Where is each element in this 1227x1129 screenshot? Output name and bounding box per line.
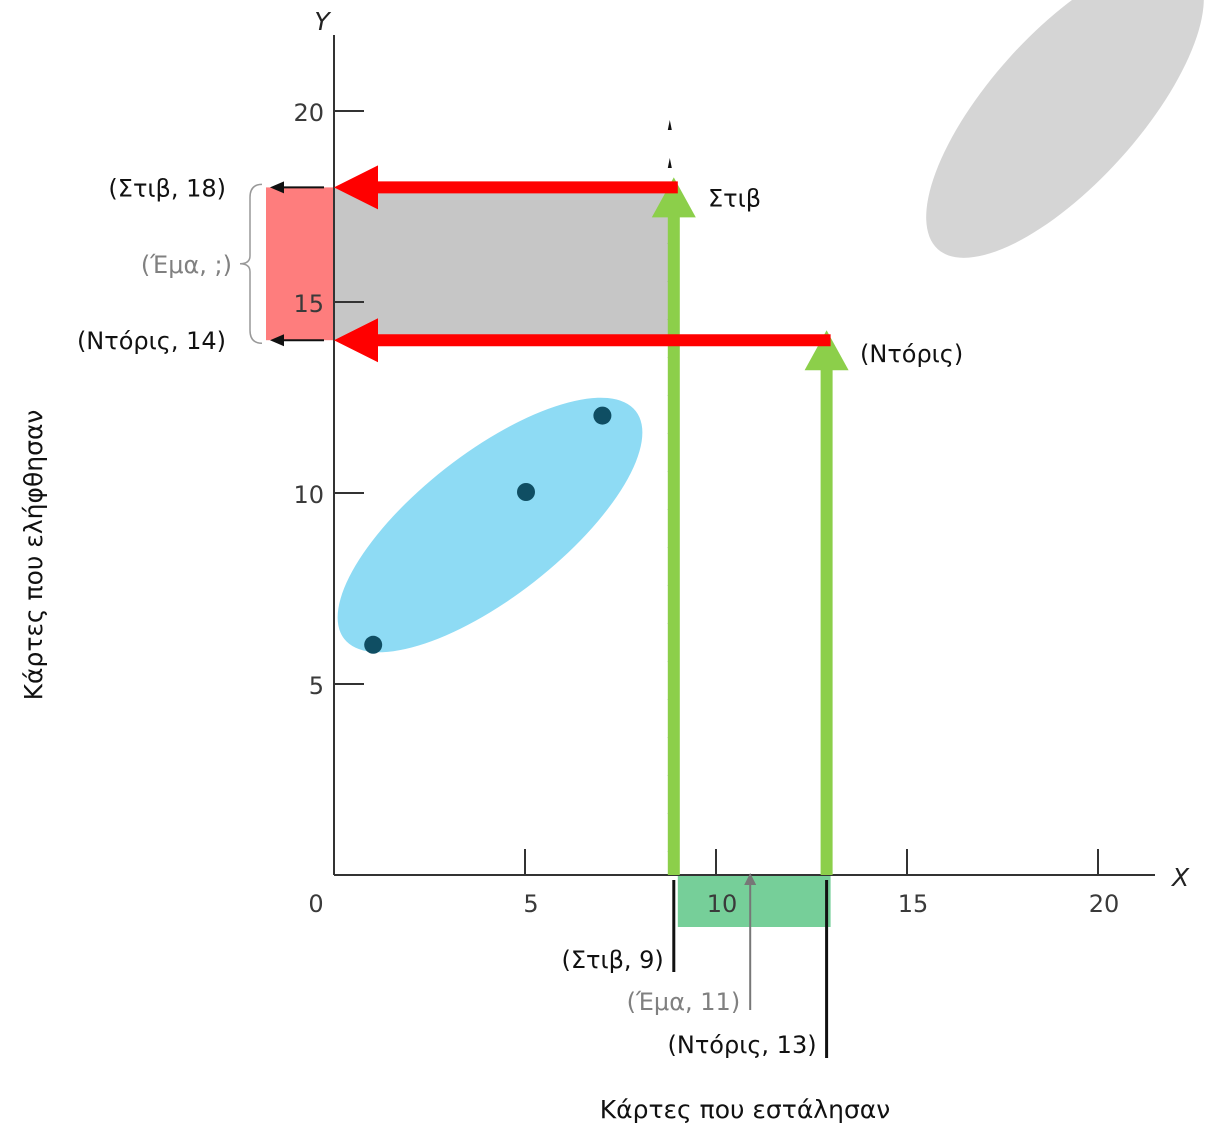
emma-brace xyxy=(239,183,263,344)
range-band-gray xyxy=(334,187,678,341)
x-axis-title: Κάρτες που εστάλησαν xyxy=(600,1095,891,1124)
steve-vertical-arrow-head xyxy=(651,177,696,218)
x-axis-letter: X xyxy=(1170,863,1190,892)
data-point xyxy=(517,483,535,501)
cluster-ellipse xyxy=(337,397,643,653)
guide-arrowhead xyxy=(667,120,672,130)
x-tick-label: 10 xyxy=(707,890,738,918)
y-label-arrow-head xyxy=(270,334,284,347)
point-label-steve: Στιβ xyxy=(708,184,761,212)
data-point xyxy=(364,635,383,654)
y-tick-label: 20 xyxy=(293,99,324,127)
y-label-arrow-head xyxy=(270,181,284,194)
data-point xyxy=(593,406,612,425)
x-label-doris: (Ντόρις, 13) xyxy=(668,1031,817,1059)
doris-horizontal-arrow-head xyxy=(334,318,378,363)
y-axis-title: Κάρτες που ελήφθησαν xyxy=(19,410,48,701)
y-tick-label: 15 xyxy=(293,290,324,318)
x-tick-label: 5 xyxy=(523,890,538,918)
x-label-emma: (Έμα, 11) xyxy=(627,988,741,1016)
guide-arrowhead xyxy=(667,158,672,168)
decorative-gray-ellipse xyxy=(926,0,1204,258)
y-tick-label: 10 xyxy=(293,481,324,509)
doris-vertical-arrow-head xyxy=(804,330,849,371)
y-label-emma: (Έμα, ;) xyxy=(141,251,232,279)
x-tick-label: 20 xyxy=(1089,890,1120,918)
steve-horizontal-arrow-head xyxy=(334,165,378,210)
x-tick-label: 15 xyxy=(898,890,929,918)
point-label-doris: (Ντόρις) xyxy=(860,340,963,368)
range-band-red xyxy=(266,187,334,341)
y-label-steve: (Στιβ, 18) xyxy=(108,174,226,202)
x-label-arrow-emma-head xyxy=(744,873,757,885)
x-label-steve: (Στιβ, 9) xyxy=(561,946,663,974)
x-tick-label: 0 xyxy=(308,890,323,918)
y-tick-label: 5 xyxy=(309,672,324,700)
y-label-doris: (Ντόρις, 14) xyxy=(77,327,226,355)
y-axis-letter: Y xyxy=(314,7,331,36)
